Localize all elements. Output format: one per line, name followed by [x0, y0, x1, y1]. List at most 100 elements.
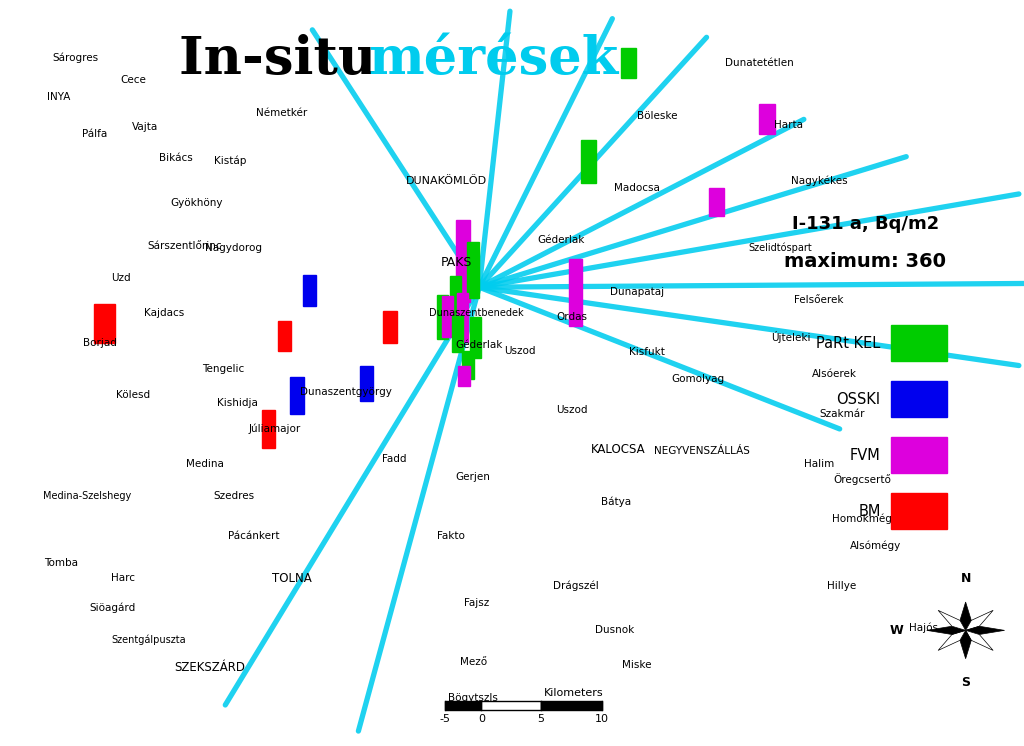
Text: Harc: Harc — [111, 573, 135, 583]
Text: INYA: INYA — [47, 92, 70, 102]
Text: Uzd: Uzd — [111, 272, 131, 283]
Text: Németkér: Németkér — [256, 108, 307, 119]
Text: BM: BM — [858, 504, 881, 518]
Polygon shape — [959, 602, 972, 630]
Text: Uszod: Uszod — [505, 345, 536, 356]
Polygon shape — [938, 610, 966, 630]
Text: Kajdacs: Kajdacs — [143, 308, 184, 319]
Text: Tomba: Tomba — [44, 558, 79, 568]
Text: Vajta: Vajta — [132, 122, 159, 132]
Bar — [445, 701, 481, 710]
Bar — [303, 275, 315, 306]
Bar — [760, 104, 775, 134]
Text: Harta: Harta — [774, 120, 803, 131]
Bar — [459, 366, 469, 386]
Text: S: S — [962, 676, 970, 689]
Text: Júliamajor: Júliamajor — [248, 424, 301, 434]
Bar — [94, 304, 115, 343]
Text: Hillye: Hillye — [827, 580, 856, 591]
Text: Géderlak: Géderlak — [538, 235, 585, 245]
Text: Dunatetétlen: Dunatetétlen — [725, 58, 795, 69]
Text: Cece: Cece — [120, 75, 146, 85]
Text: Szedres: Szedres — [213, 491, 254, 501]
Bar — [457, 220, 469, 302]
Text: Sárogres: Sárogres — [52, 53, 99, 63]
Text: Kistáp: Kistáp — [214, 155, 247, 166]
Text: N: N — [961, 572, 971, 585]
Text: Kölesd: Kölesd — [116, 390, 151, 401]
Text: DUNAKÖMLŐD: DUNAKÖMLŐD — [406, 175, 487, 186]
Bar — [891, 381, 947, 417]
Polygon shape — [966, 630, 993, 651]
Text: TOLNA: TOLNA — [272, 571, 311, 585]
Text: Bátya: Bátya — [601, 496, 632, 507]
Bar — [481, 701, 541, 710]
Text: Alsóerek: Alsóerek — [812, 369, 857, 380]
Bar — [467, 242, 479, 298]
Text: Kisfukt: Kisfukt — [629, 347, 666, 357]
Text: Szelidtóspart: Szelidtóspart — [749, 242, 812, 253]
Polygon shape — [927, 626, 966, 635]
Text: Siöagárd: Siöagárd — [89, 603, 136, 613]
Bar — [442, 296, 453, 337]
Text: Hajós: Hajós — [909, 623, 938, 633]
Text: Mező: Mező — [460, 657, 486, 668]
Bar — [262, 410, 274, 448]
Text: Dunapataj: Dunapataj — [610, 287, 664, 298]
Text: Géderlak: Géderlak — [456, 340, 503, 351]
Bar — [569, 259, 583, 326]
Text: Uszod: Uszod — [556, 405, 587, 416]
Bar — [451, 276, 461, 328]
Text: Szentgálpuszta: Szentgálpuszta — [112, 635, 185, 645]
Text: KALOCSA: KALOCSA — [591, 442, 646, 456]
Text: Homokmégy: Homokmégy — [833, 513, 898, 524]
Bar — [621, 48, 637, 78]
Text: Gyökhöny: Gyökhöny — [170, 198, 223, 208]
Text: I-131 a, Bq/m2: I-131 a, Bq/m2 — [792, 215, 939, 233]
Bar — [582, 140, 596, 183]
Text: Halim: Halim — [804, 459, 835, 469]
Text: OSSKI: OSSKI — [837, 392, 881, 407]
Bar — [360, 366, 373, 401]
Bar — [453, 316, 463, 352]
Bar — [383, 311, 397, 343]
Bar — [541, 701, 602, 710]
Text: Szakmár: Szakmár — [819, 409, 864, 419]
Bar — [279, 321, 292, 351]
Text: Gomolyag: Gomolyag — [672, 374, 725, 384]
Polygon shape — [959, 630, 972, 659]
Bar — [457, 293, 469, 342]
Polygon shape — [966, 610, 993, 630]
Text: Fakto: Fakto — [436, 530, 465, 541]
Text: SZEKSZÁRD: SZEKSZÁRD — [174, 661, 246, 674]
Text: maximum: 360: maximum: 360 — [784, 251, 946, 271]
Text: Fadd: Fadd — [382, 454, 407, 464]
Text: NEGYVENSZÁLLÁS: NEGYVENSZÁLLÁS — [653, 446, 750, 457]
Text: mérések: mérések — [369, 34, 618, 84]
Text: Dunaszentgyörgy: Dunaszentgyörgy — [300, 386, 392, 397]
Text: Böleske: Böleske — [637, 110, 678, 121]
Bar — [469, 317, 481, 358]
Text: PAKS: PAKS — [441, 256, 472, 269]
Text: FVM: FVM — [850, 448, 881, 463]
Bar — [463, 351, 473, 379]
Text: Bögytszls: Bögytszls — [449, 692, 498, 703]
Text: 5: 5 — [538, 714, 544, 724]
Text: Dunaszentbenedek: Dunaszentbenedek — [429, 308, 523, 319]
Text: Dusnok: Dusnok — [595, 625, 634, 636]
Text: 0: 0 — [478, 714, 484, 724]
Text: In-situ: In-situ — [179, 34, 394, 84]
Bar — [291, 377, 303, 414]
Bar — [891, 325, 947, 361]
Text: 10: 10 — [595, 714, 609, 724]
Bar — [436, 295, 449, 339]
Text: Drágszél: Drágszél — [553, 580, 598, 591]
Text: Alsómégy: Alsómégy — [850, 541, 901, 551]
Text: Pálfa: Pálfa — [82, 129, 106, 140]
Text: Medina: Medina — [186, 459, 223, 469]
Text: Sárszentlőrinc: Sárszentlőrinc — [147, 241, 221, 251]
Polygon shape — [938, 630, 966, 651]
Text: Borjad: Borjad — [83, 338, 118, 348]
Bar — [709, 188, 725, 216]
Bar — [891, 493, 947, 529]
